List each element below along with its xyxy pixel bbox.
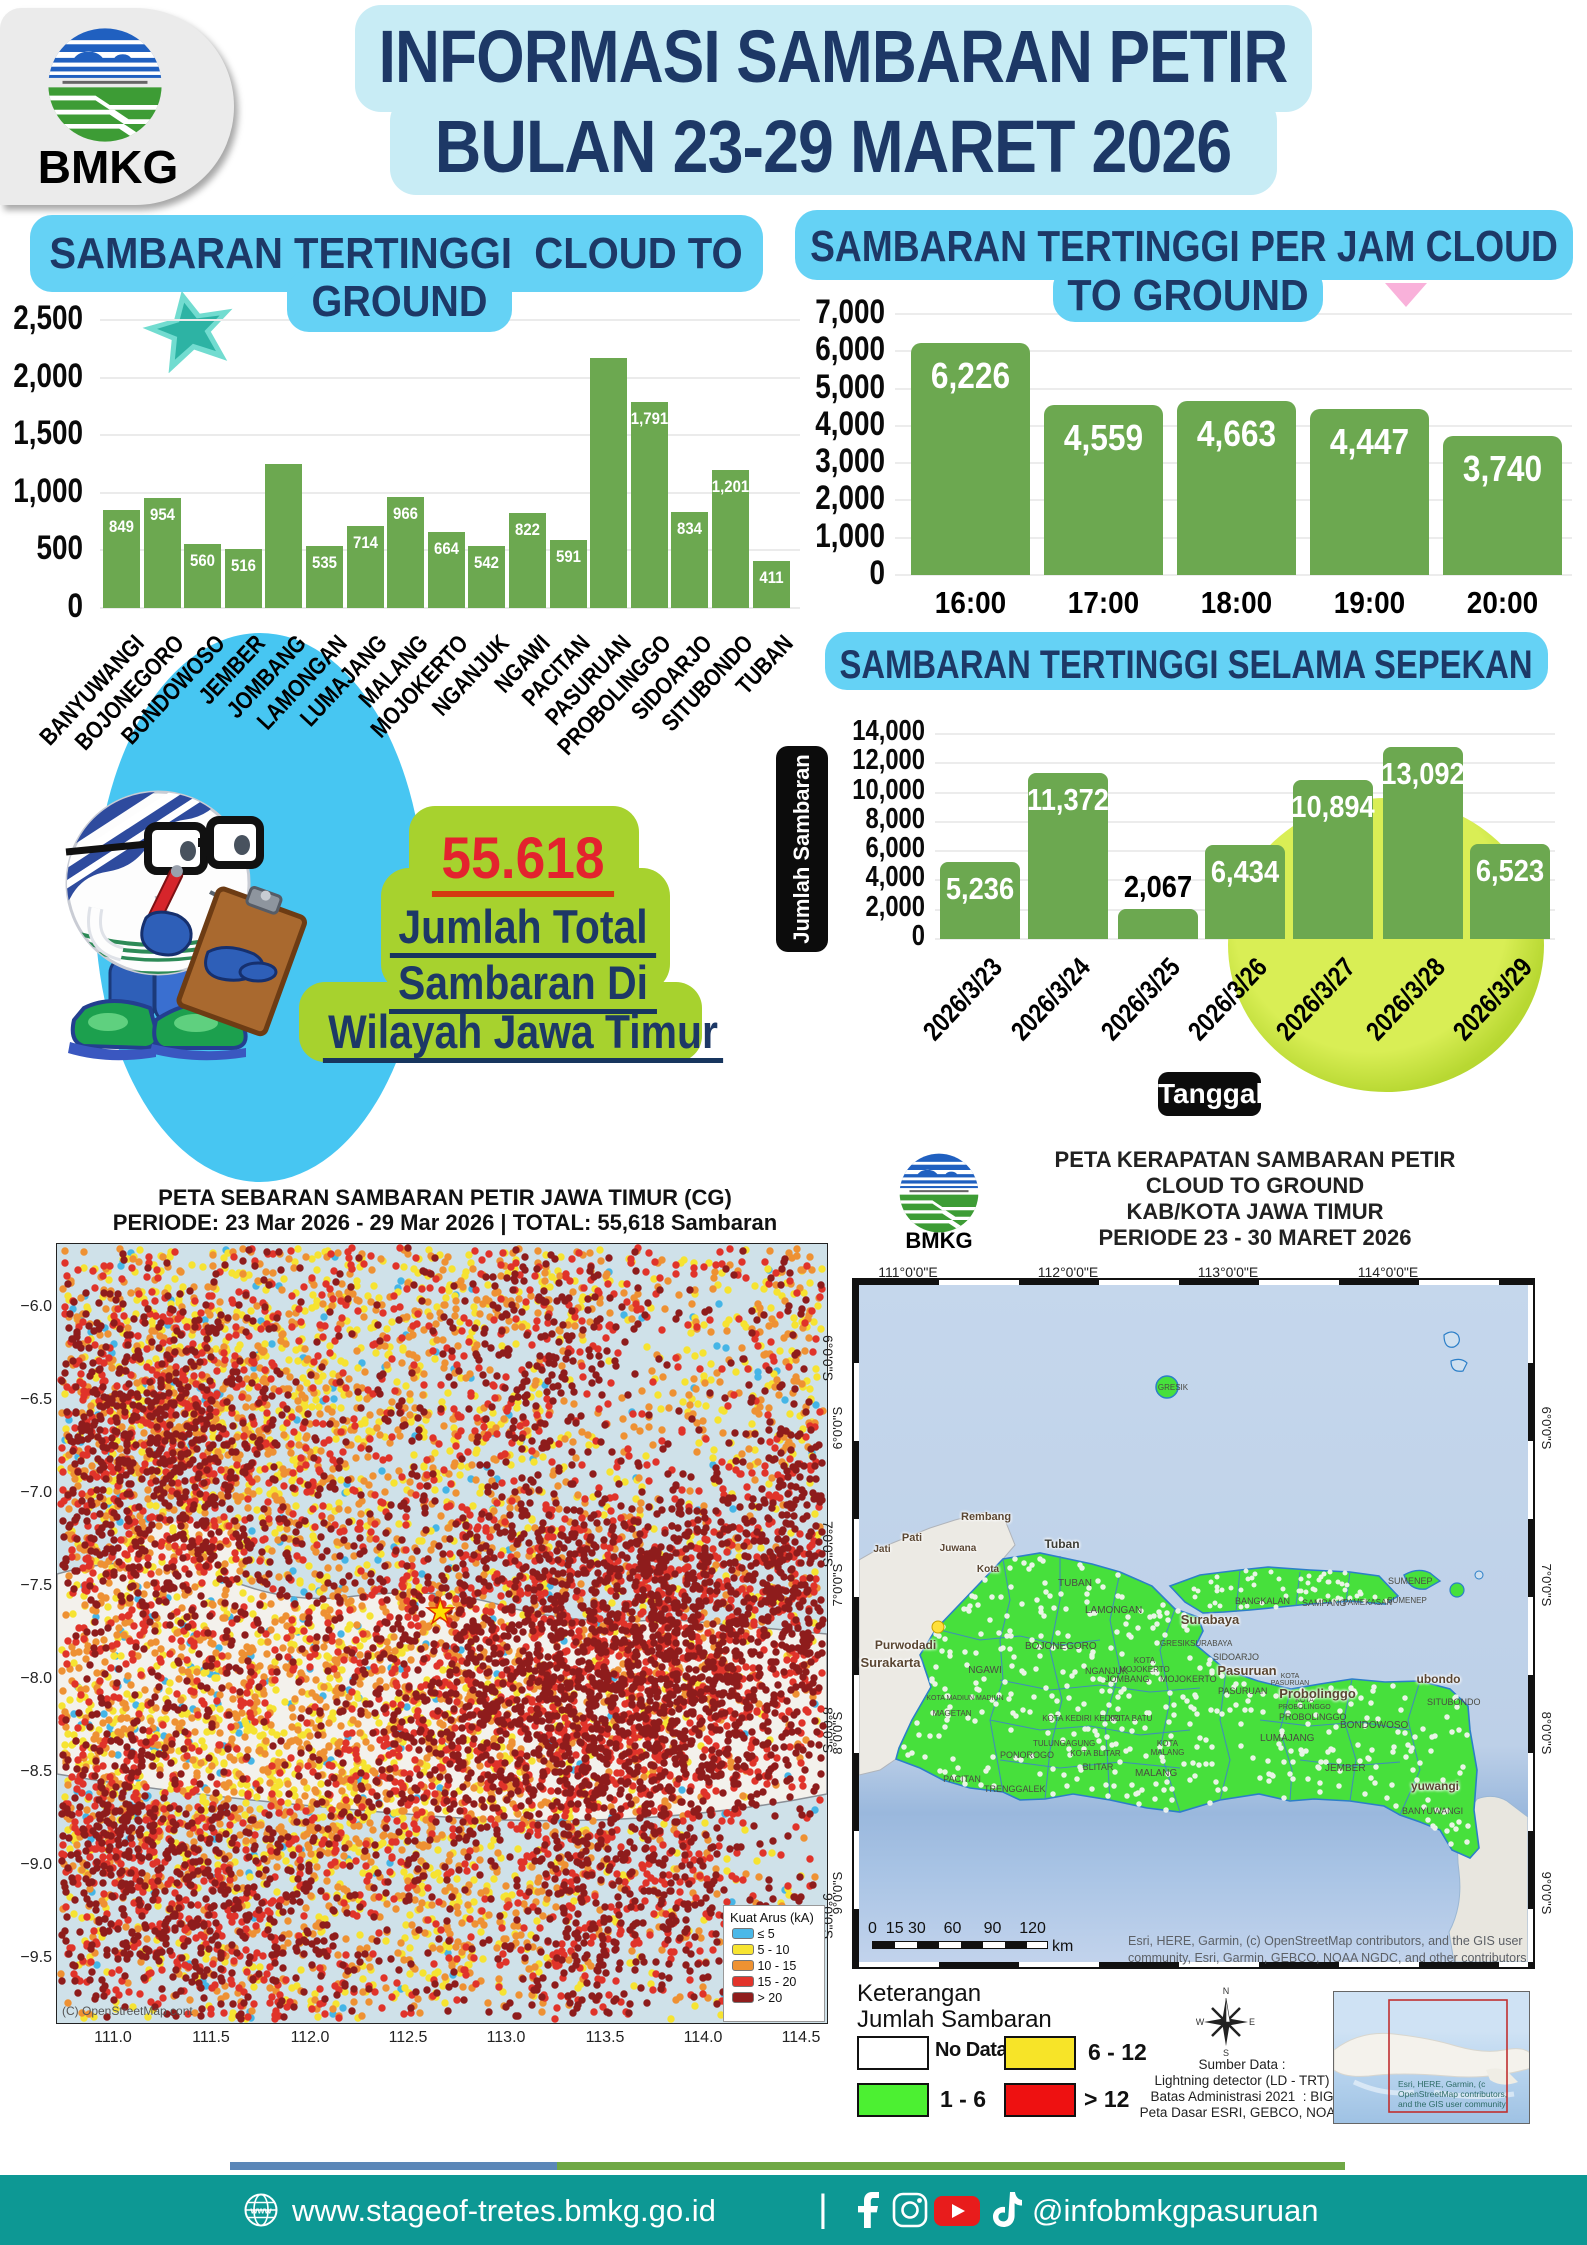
svg-text:Esri, HERE, Garmin, (c: Esri, HERE, Garmin, (c [1398, 2079, 1486, 2089]
svg-text:N: N [1223, 1986, 1230, 1996]
svg-text:and the GIS user community: and the GIS user community [1398, 2099, 1506, 2109]
svg-text:W: W [1196, 2017, 1205, 2027]
svg-text:www: www [249, 2206, 272, 2216]
svg-text:E: E [1249, 2017, 1255, 2027]
svg-text:S: S [1223, 2048, 1229, 2058]
svg-text:OpenStreetMap contributors,: OpenStreetMap contributors, [1398, 2089, 1507, 2099]
